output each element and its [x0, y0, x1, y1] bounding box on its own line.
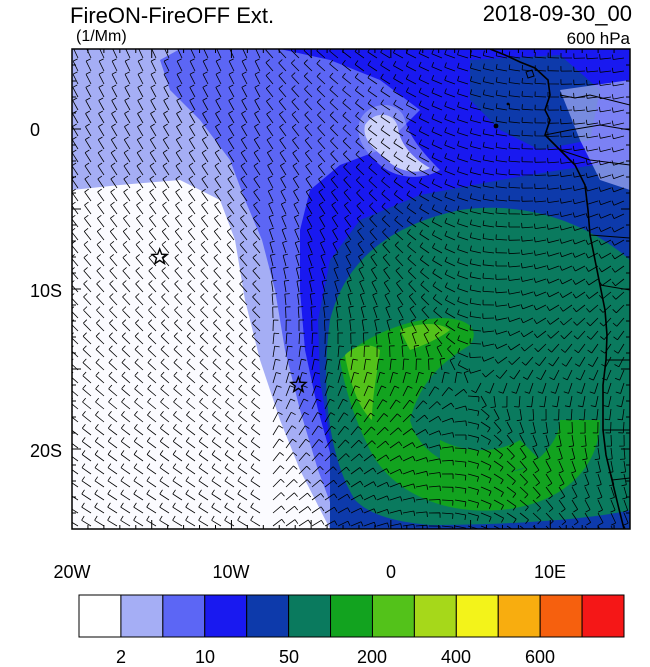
pressure-level-label: 600 hPa — [566, 29, 630, 48]
lat-label-10s: 10S — [30, 281, 62, 301]
colorbar-label-50: 50 — [279, 647, 299, 667]
africa-coastline — [489, 49, 625, 529]
star-marker — [288, 375, 308, 394]
lat-label-0: 0 — [30, 120, 40, 140]
principe-island — [506, 102, 510, 106]
colorbar-label-2: 2 — [116, 647, 126, 667]
colorbar-box — [581, 594, 625, 638]
lon-label-0: 0 — [386, 562, 396, 582]
figure-title: FireON-FireOFF Ext. — [70, 3, 275, 28]
colorbar-label-10: 10 — [195, 647, 215, 667]
field-level-4b — [470, 55, 600, 150]
colorbar — [78, 594, 625, 638]
colorbar-box — [204, 594, 248, 638]
colorbar-label-200: 200 — [357, 647, 387, 667]
axis-ticks — [71, 48, 631, 530]
star-marker — [150, 247, 170, 266]
lon-label-10e: 10E — [534, 562, 566, 582]
field-level-7 — [345, 345, 380, 420]
colorbar-box — [497, 594, 541, 638]
datetime-label: 2018-09-30_00 — [482, 1, 632, 26]
wind-barbs — [72, 49, 629, 529]
colorbar-box — [371, 594, 415, 638]
extinction-field — [72, 49, 630, 529]
field-level-6b — [440, 440, 540, 474]
sao-tome-island — [493, 123, 499, 129]
colorbar-box — [162, 594, 206, 638]
colorbar-box — [120, 594, 164, 638]
units-label: (1/Mm) — [76, 28, 127, 45]
field-level-1c — [358, 105, 440, 177]
lon-label-20w: 20W — [53, 562, 90, 582]
colorbar-box — [246, 594, 290, 638]
colorbar-label-600: 600 — [525, 647, 555, 667]
colorbar-box — [288, 594, 332, 638]
country-borders — [544, 94, 630, 481]
coastline — [489, 49, 630, 529]
colorbar-label-400: 400 — [441, 647, 471, 667]
colorbar-box — [539, 594, 583, 638]
colorbar-box — [413, 594, 457, 638]
wind-barb-paths — [72, 49, 629, 529]
lat-label-20s: 20S — [30, 441, 62, 461]
lon-label-10w: 10W — [212, 562, 249, 582]
station-markers — [150, 247, 308, 394]
bioko-island — [525, 69, 535, 79]
colorbar-box — [78, 594, 122, 638]
colorbar-box — [455, 594, 499, 638]
colorbar-box — [330, 594, 373, 638]
